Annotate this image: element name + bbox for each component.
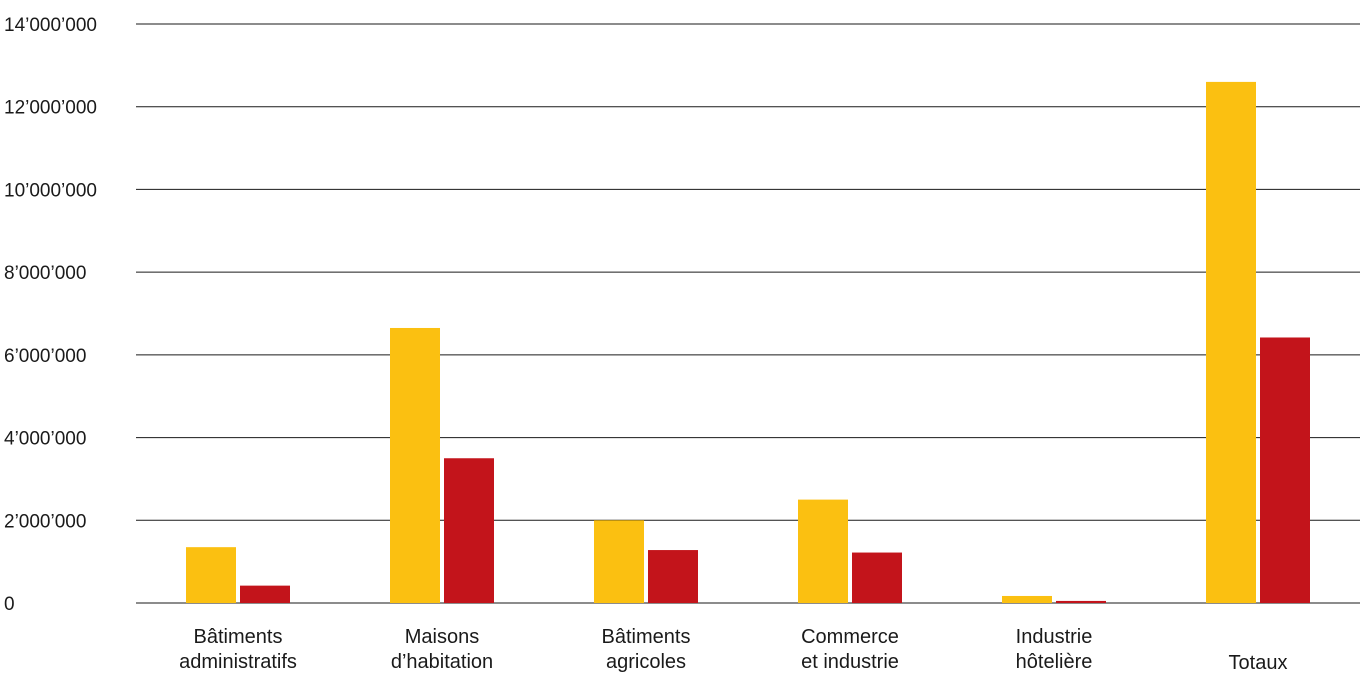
y-tick-label: 4’000’000	[4, 429, 86, 450]
gridlines	[136, 23, 1360, 604]
bar-series-1-1	[390, 327, 440, 603]
category-label: et industrie	[801, 651, 899, 673]
category-label: administratifs	[179, 651, 297, 673]
bar-series-1-3	[798, 499, 848, 603]
bar-series-2-3	[852, 552, 902, 603]
y-tick-label: 8’000’000	[4, 263, 86, 284]
bar-series-2-4	[1056, 600, 1106, 603]
category-label: Industrie	[1016, 626, 1093, 648]
bar-series-2-5	[1260, 337, 1310, 603]
y-tick-label: 10’000’000	[4, 180, 97, 201]
x-axis-category-labels: Bâtiments administratifs Maisons d’habitati…	[179, 626, 1287, 674]
category-label: Bâtiments	[602, 626, 691, 648]
category-label: Commerce	[801, 626, 899, 648]
bar-series-1-2	[594, 520, 644, 603]
category-label: d’habitation	[391, 651, 493, 673]
y-tick-label: 6’000’000	[4, 346, 86, 367]
bar-series-2-0	[240, 585, 290, 603]
bar-series-1-5	[1206, 81, 1256, 603]
category-label: agricoles	[606, 651, 686, 673]
bar-series-1-0	[186, 547, 236, 603]
y-tick-label: 12’000’000	[4, 98, 97, 119]
bars	[186, 81, 1310, 603]
y-tick-label: 2’000’000	[4, 511, 86, 532]
category-label: Maisons	[405, 626, 479, 648]
category-label: Totaux	[1229, 652, 1288, 674]
y-axis-tick-labels: 0 2’000’000 4’000’000 6’000’000 8’000’000 10’…	[4, 15, 97, 615]
category-label: Bâtiments	[194, 626, 283, 648]
bar-series-2-2	[648, 550, 698, 603]
bar-series-2-1	[444, 458, 494, 603]
bar-series-1-4	[1002, 595, 1052, 603]
y-tick-label: 0	[4, 594, 15, 615]
y-tick-label: 14’000’000	[4, 15, 97, 36]
category-label: hôtelière	[1016, 651, 1093, 673]
